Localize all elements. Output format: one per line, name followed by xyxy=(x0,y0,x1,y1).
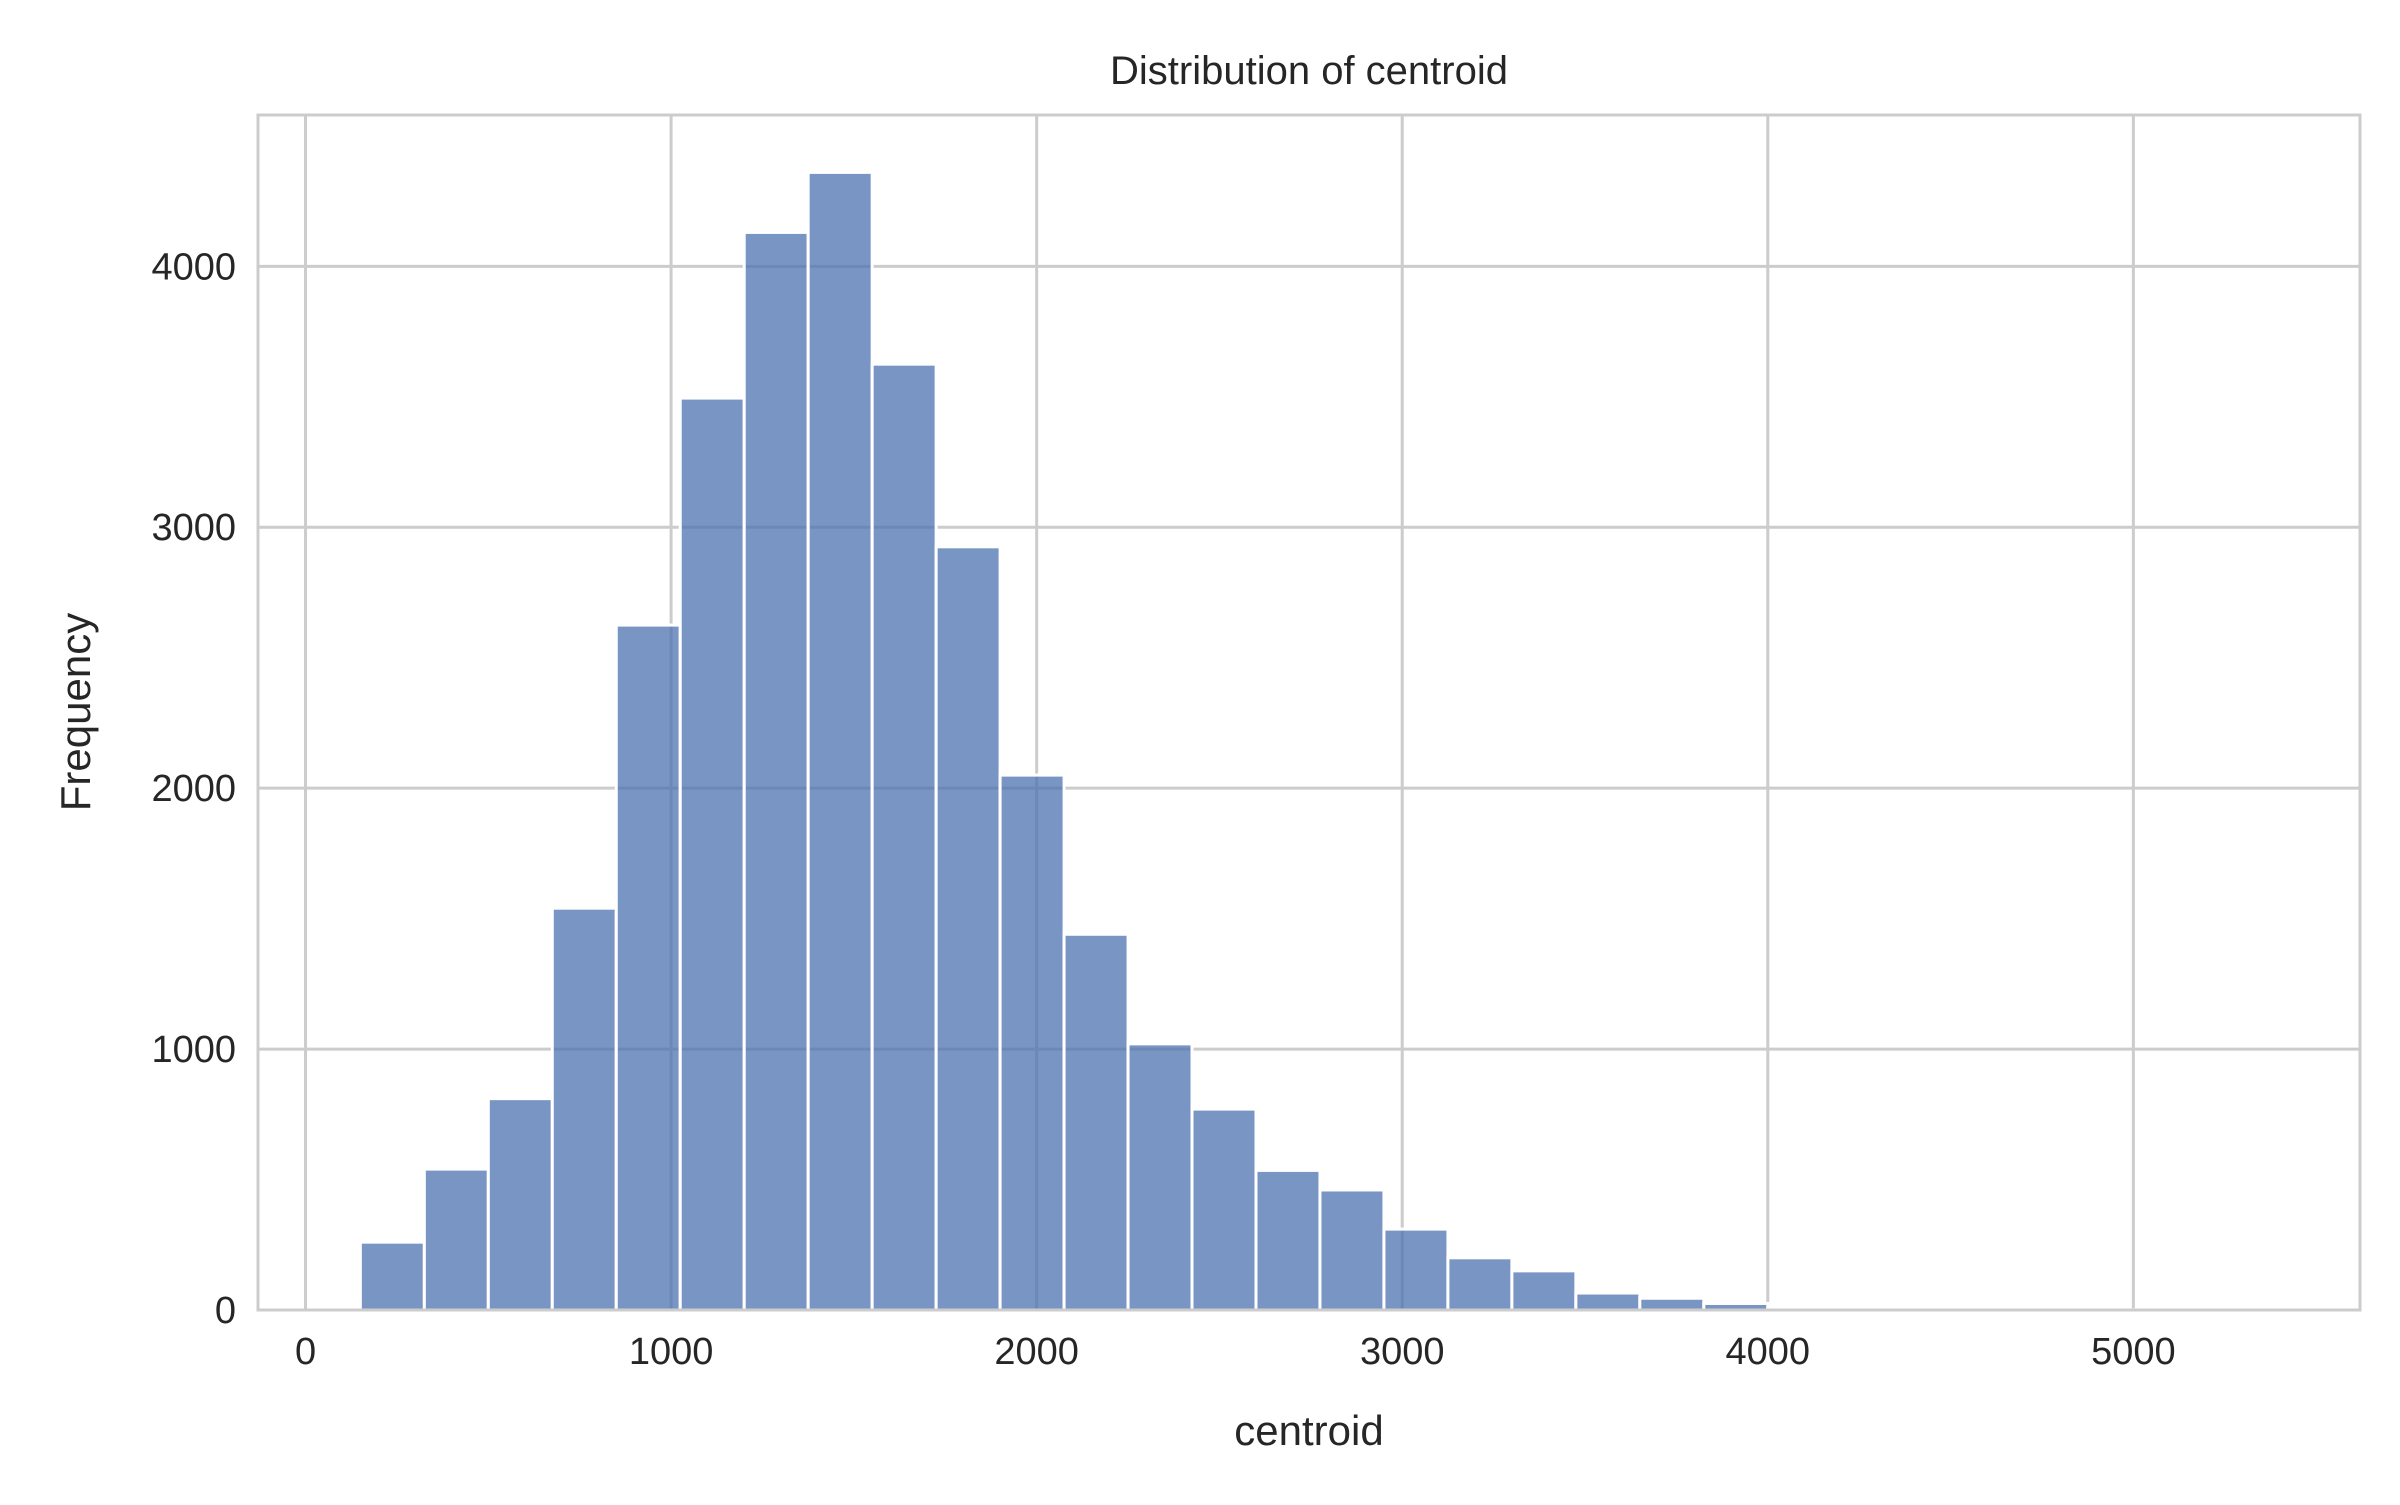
x-tick-label: 4000 xyxy=(1726,1331,1811,1373)
histogram-bar-17 xyxy=(1448,1258,1512,1310)
histogram-bar-2 xyxy=(488,1099,552,1310)
histogram-bar-10 xyxy=(1000,775,1064,1310)
histogram-bar-11 xyxy=(1064,934,1128,1310)
histogram-bar-15 xyxy=(1320,1190,1384,1310)
histogram-bar-5 xyxy=(680,398,744,1310)
histogram-bar-8 xyxy=(872,364,936,1310)
x-tick-label: 0 xyxy=(295,1331,316,1373)
histogram-bar-19 xyxy=(1576,1293,1640,1310)
y-axis-label: Frequency xyxy=(52,613,99,811)
x-axis-label: centroid xyxy=(1234,1407,1383,1454)
histogram-bar-7 xyxy=(808,172,872,1310)
histogram-bar-13 xyxy=(1192,1109,1256,1310)
histogram-bar-12 xyxy=(1128,1044,1192,1310)
y-tick-label: 2000 xyxy=(151,768,236,810)
y-tick-label: 1000 xyxy=(151,1029,236,1071)
histogram-bar-3 xyxy=(552,908,616,1310)
chart-title: Distribution of centroid xyxy=(1110,49,1508,93)
x-tick-label: 1000 xyxy=(629,1331,714,1373)
x-tick-label: 3000 xyxy=(1360,1331,1445,1373)
histogram-bar-16 xyxy=(1384,1229,1448,1310)
histogram-bar-6 xyxy=(744,232,808,1310)
y-tick-label: 3000 xyxy=(151,507,236,549)
histogram-bar-18 xyxy=(1512,1271,1576,1310)
x-tick-label: 2000 xyxy=(994,1331,1079,1373)
x-tick-label: 5000 xyxy=(2091,1331,2176,1373)
y-tick-label: 4000 xyxy=(151,246,236,288)
histogram-bar-1 xyxy=(424,1169,488,1310)
y-tick-label: 0 xyxy=(215,1290,236,1332)
histogram-bar-20 xyxy=(1640,1298,1704,1310)
histogram-bar-9 xyxy=(936,547,1000,1310)
histogram-bar-4 xyxy=(616,625,680,1310)
histogram-bar-14 xyxy=(1256,1170,1320,1310)
histogram-bar-0 xyxy=(360,1242,424,1310)
